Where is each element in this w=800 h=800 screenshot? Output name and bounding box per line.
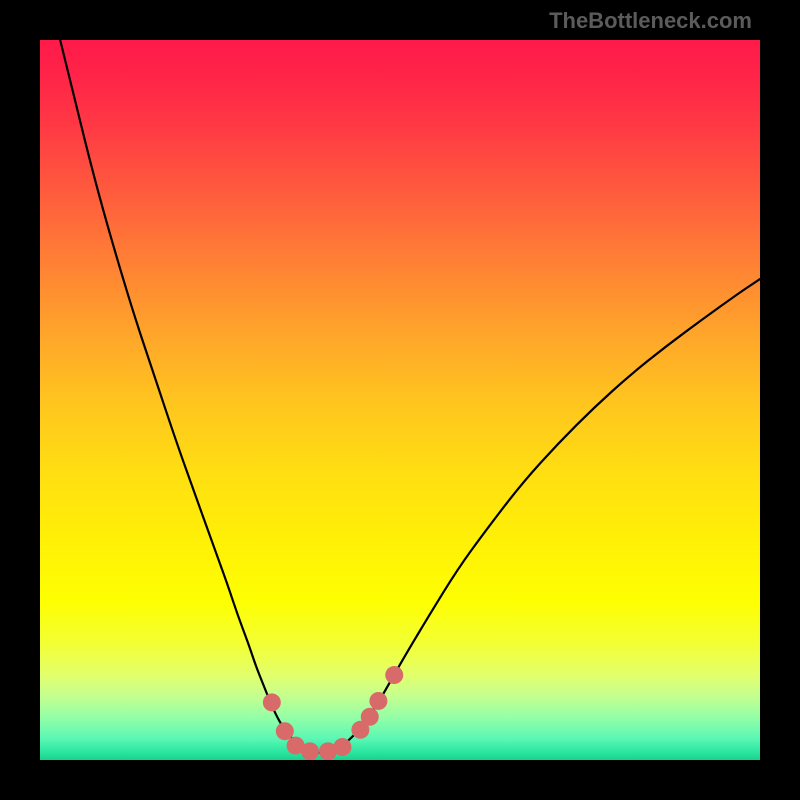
marker-point: [333, 738, 351, 756]
bottleneck-curve: [40, 40, 760, 760]
marker-point: [361, 708, 379, 726]
chart-frame: TheBottleneck.com: [0, 0, 800, 800]
marker-point: [369, 692, 387, 710]
marker-point: [276, 722, 294, 740]
marker-point: [385, 666, 403, 684]
marker-point: [263, 693, 281, 711]
watermark-text: TheBottleneck.com: [549, 8, 752, 34]
curve-markers: [263, 666, 403, 760]
curve-line: [60, 40, 760, 753]
plot-area: [40, 40, 760, 760]
marker-point: [301, 742, 319, 760]
